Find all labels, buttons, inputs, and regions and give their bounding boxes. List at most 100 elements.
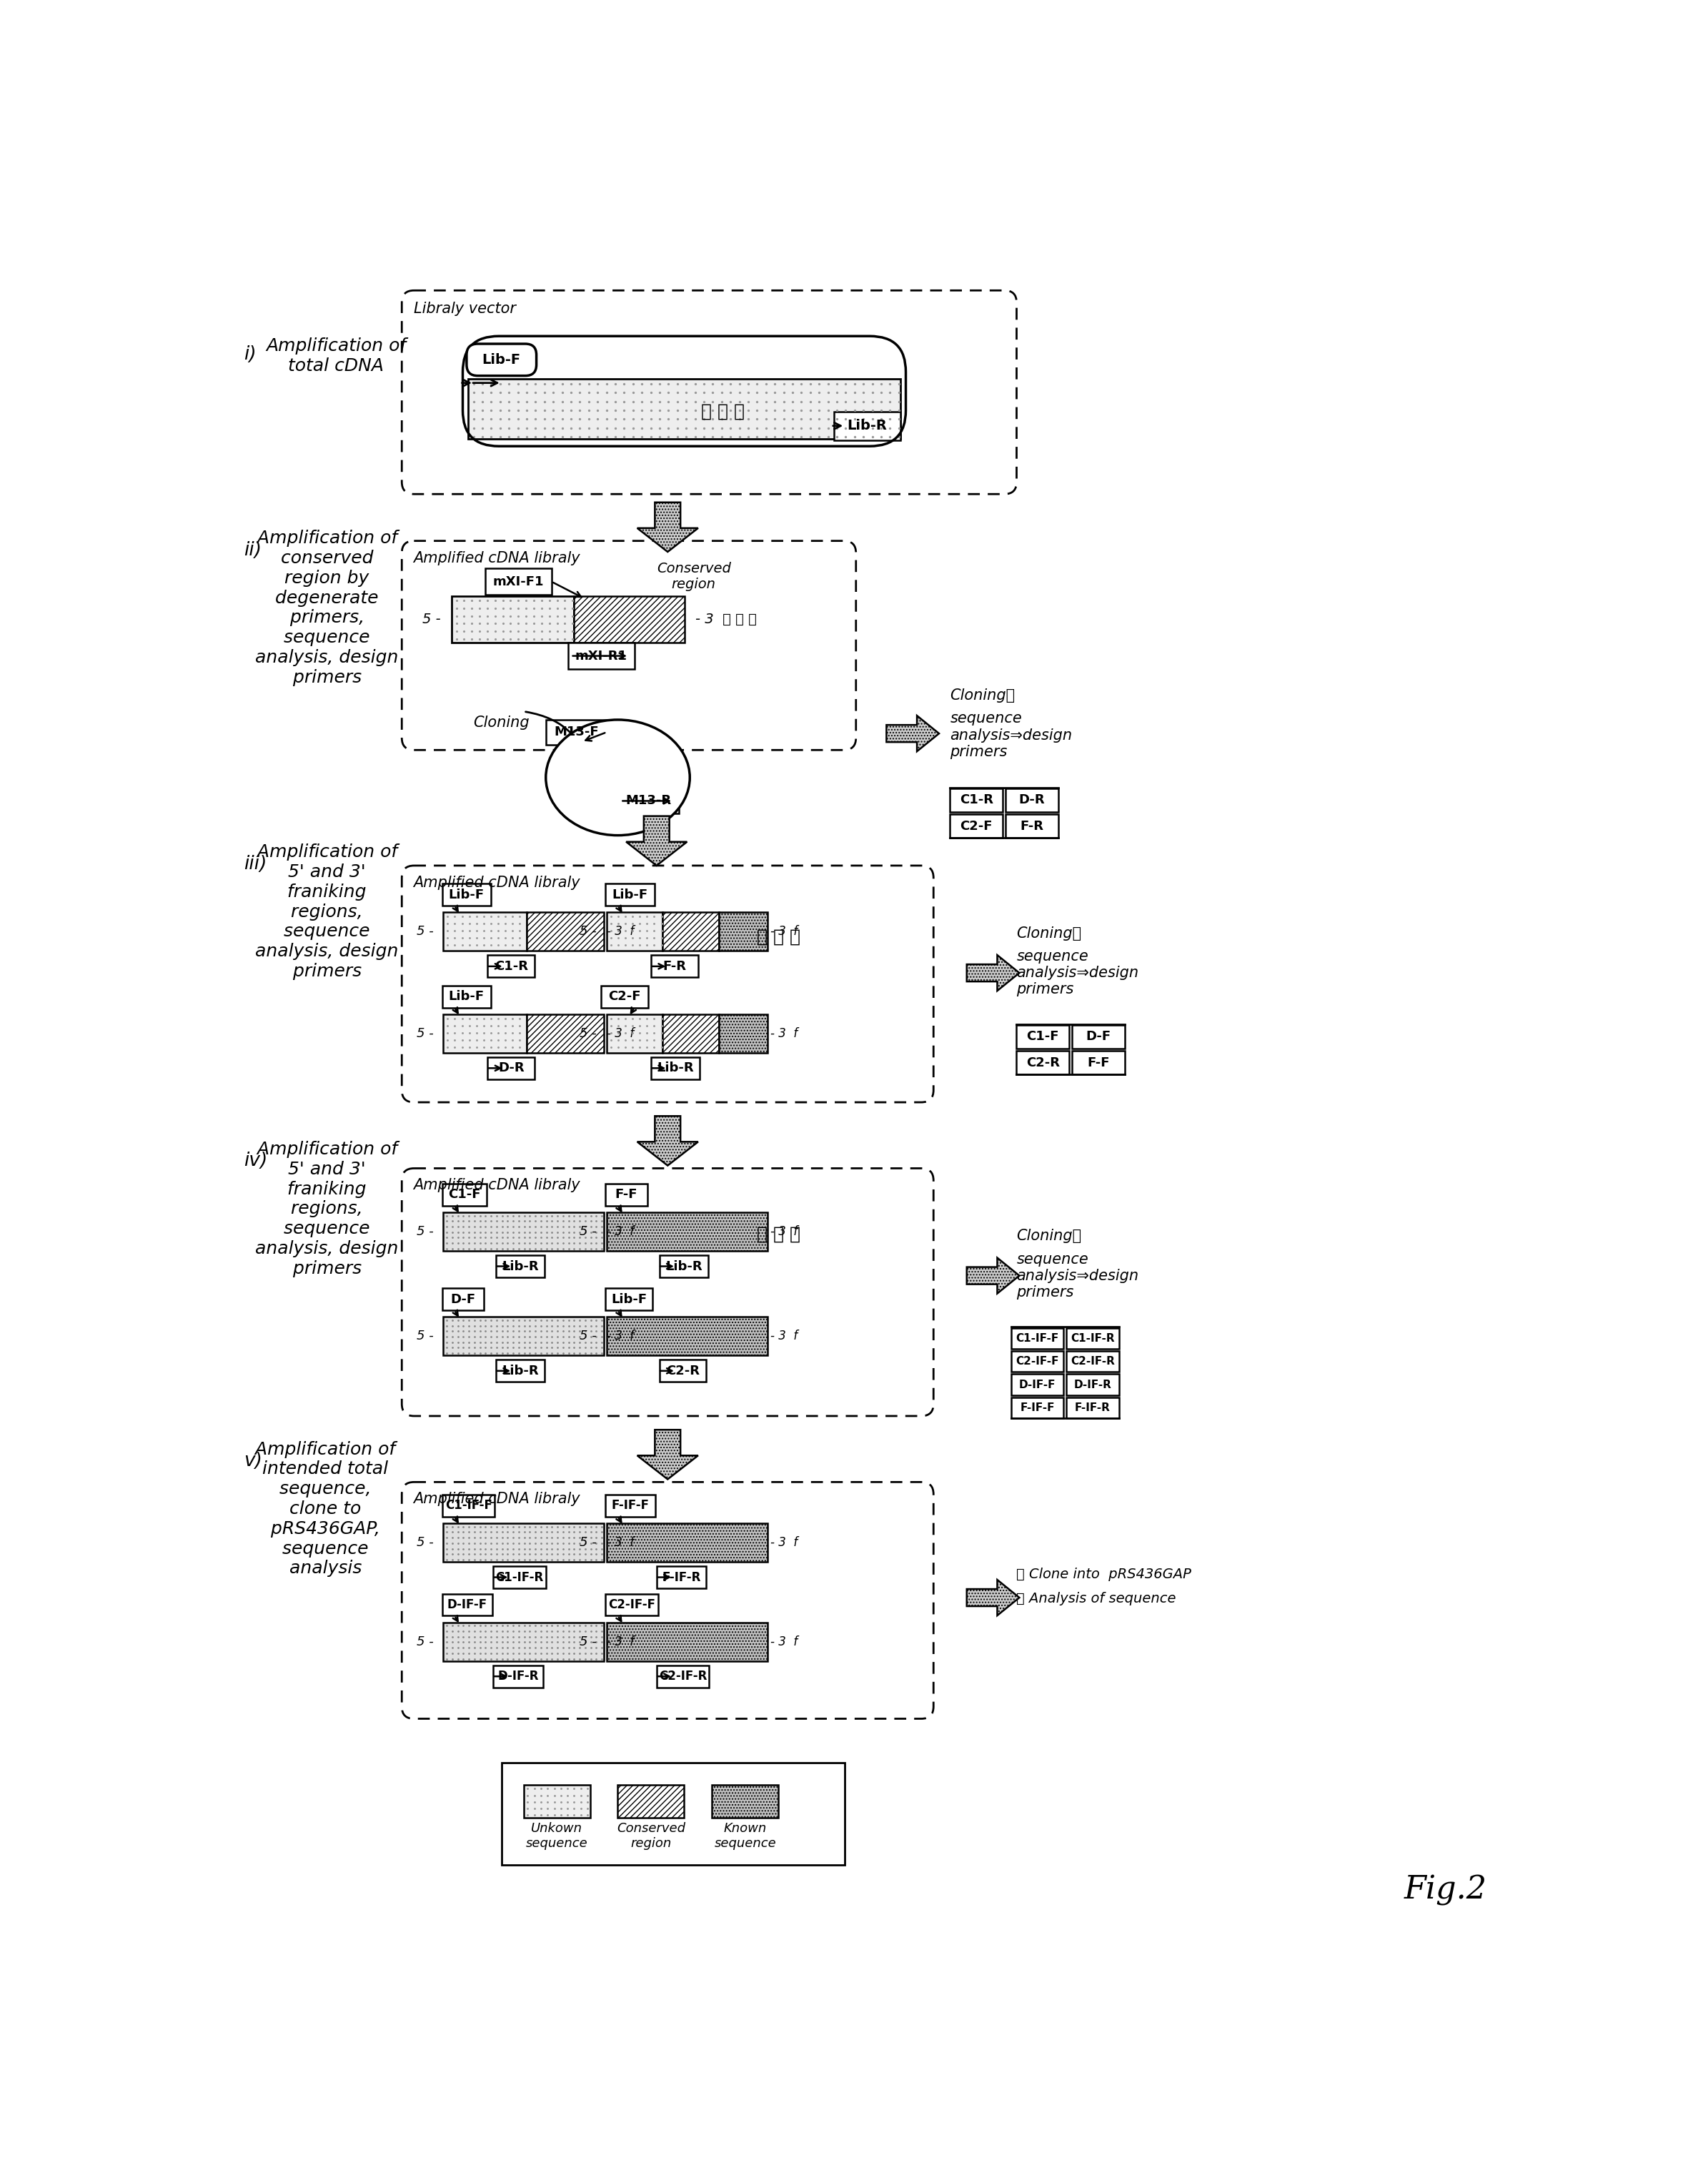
Text: M13-R: M13-R	[625, 793, 671, 806]
Text: - 3  f: - 3 f	[770, 1635, 798, 1648]
Text: mXI-F1: mXI-F1	[492, 575, 543, 588]
Bar	[1011, 1329, 1064, 1348]
Polygon shape	[967, 1580, 1020, 1615]
Text: iii): iii)	[244, 854, 266, 874]
Text: - 3  f: - 3 f	[770, 1028, 798, 1041]
Text: 5 -: 5 -	[579, 1225, 596, 1238]
Bar	[606, 1288, 652, 1309]
Bar	[569, 642, 634, 670]
Bar	[444, 1524, 605, 1561]
Bar	[659, 1359, 707, 1381]
Text: 5 -: 5 -	[417, 926, 434, 939]
Text: C1-IF-R: C1-IF-R	[495, 1572, 543, 1583]
Text: C2-F: C2-F	[608, 991, 640, 1004]
Text: D-IF-F: D-IF-F	[1020, 1379, 1056, 1390]
Bar	[444, 1015, 526, 1054]
Text: Lib-F: Lib-F	[482, 353, 521, 366]
Text: Lib-R: Lib-R	[502, 1260, 538, 1273]
Text: C2-IF-R: C2-IF-R	[1071, 1357, 1115, 1366]
Bar	[442, 1494, 495, 1518]
Bar	[485, 568, 552, 594]
Text: Cloning、: Cloning、	[1016, 1229, 1081, 1242]
Text: - 3  f: - 3 f	[770, 1329, 798, 1342]
Polygon shape	[637, 503, 699, 553]
Bar	[1006, 789, 1059, 811]
Bar	[444, 1316, 605, 1355]
Text: D-IF-R: D-IF-R	[1074, 1379, 1112, 1390]
Bar	[656, 1665, 709, 1687]
Text: F-R: F-R	[663, 960, 687, 973]
Bar	[651, 956, 699, 978]
Text: - 3  f: - 3 f	[770, 926, 798, 939]
Bar	[1011, 1398, 1064, 1418]
Text: D-R: D-R	[499, 1062, 524, 1075]
Bar	[495, 1359, 545, 1381]
Bar	[656, 1565, 707, 1589]
Bar	[468, 379, 900, 440]
Bar	[524, 1784, 591, 1817]
Text: - 3  ・ ・ ・: - 3 ・ ・ ・	[695, 611, 757, 627]
Bar	[488, 956, 535, 978]
Text: - 3  f: - 3 f	[606, 1537, 634, 1548]
Bar	[663, 1015, 719, 1054]
Text: Amplification of
  intended total
  sequence,
  clone to
  pRS436GAP,
  sequence: Amplification of intended total sequence…	[244, 1442, 396, 1576]
Bar	[1066, 1375, 1119, 1394]
Bar	[663, 913, 719, 952]
Text: ・ ・ ・: ・ ・ ・	[757, 1225, 801, 1242]
Ellipse shape	[547, 720, 690, 835]
Bar	[1016, 1025, 1069, 1049]
Text: Amplification of
  conserved
  region by
  degenerate
  primers,
  sequence
  an: Amplification of conserved region by deg…	[244, 529, 398, 685]
Text: ・ Clone into  pRS436GAP: ・ Clone into pRS436GAP	[1016, 1567, 1192, 1580]
Text: Lib-R: Lib-R	[502, 1364, 538, 1377]
Text: F-IF-F: F-IF-F	[611, 1500, 649, 1511]
Bar	[442, 986, 490, 1008]
Text: - 3  f: - 3 f	[606, 926, 634, 939]
Bar	[606, 1593, 658, 1615]
Bar	[451, 596, 574, 642]
Bar	[606, 1316, 767, 1355]
Text: - 3  f: - 3 f	[606, 1028, 634, 1041]
Text: Cloning: Cloning	[473, 715, 529, 731]
Bar	[442, 885, 490, 906]
Bar	[606, 1015, 663, 1054]
Text: ・ Analysis of sequence: ・ Analysis of sequence	[1016, 1591, 1177, 1606]
Text: D-R: D-R	[1018, 793, 1045, 806]
Text: 5 -: 5 -	[422, 611, 441, 627]
Text: F-F: F-F	[615, 1188, 637, 1201]
Text: Amplification of
total cDNA: Amplification of total cDNA	[266, 338, 407, 375]
Text: Lib-R: Lib-R	[847, 418, 886, 434]
Text: ・ ・ ・: ・ ・ ・	[702, 403, 745, 421]
Text: C1-R: C1-R	[494, 960, 528, 973]
Text: C1-IF-R: C1-IF-R	[1071, 1333, 1115, 1344]
Text: 5 -: 5 -	[579, 1329, 596, 1342]
Text: 5 -: 5 -	[417, 1225, 434, 1238]
Text: M13-F: M13-F	[553, 726, 598, 739]
Text: F-IF-R: F-IF-R	[1074, 1403, 1110, 1414]
Bar	[651, 1058, 700, 1080]
Text: C1-IF-F: C1-IF-F	[1016, 1333, 1059, 1344]
Bar	[1066, 1329, 1119, 1348]
Polygon shape	[967, 956, 1020, 991]
Text: C1-F: C1-F	[447, 1188, 480, 1201]
Bar	[719, 1015, 767, 1054]
Text: Unkown
sequence: Unkown sequence	[526, 1821, 588, 1849]
Text: D-F: D-F	[1086, 1030, 1110, 1043]
Text: Lib-F: Lib-F	[611, 889, 647, 902]
Polygon shape	[637, 1429, 699, 1479]
Text: v): v)	[244, 1453, 263, 1470]
Bar	[444, 1212, 605, 1251]
Bar	[574, 739, 651, 789]
Bar	[547, 720, 606, 744]
FancyBboxPatch shape	[466, 345, 536, 375]
Bar	[950, 815, 1003, 837]
Text: - 3  f: - 3 f	[606, 1635, 634, 1648]
Text: 5 -: 5 -	[579, 926, 596, 939]
Text: Lib-R: Lib-R	[666, 1260, 702, 1273]
Text: Cloning、: Cloning、	[950, 689, 1015, 702]
Text: sequence
analysis⇒design
primers: sequence analysis⇒design primers	[950, 711, 1073, 759]
Text: 5 -: 5 -	[417, 1635, 434, 1648]
Bar	[1066, 1398, 1119, 1418]
Text: Known
sequence: Known sequence	[714, 1821, 775, 1849]
Text: C2-R: C2-R	[666, 1364, 700, 1377]
Text: 5 -: 5 -	[579, 1028, 596, 1041]
